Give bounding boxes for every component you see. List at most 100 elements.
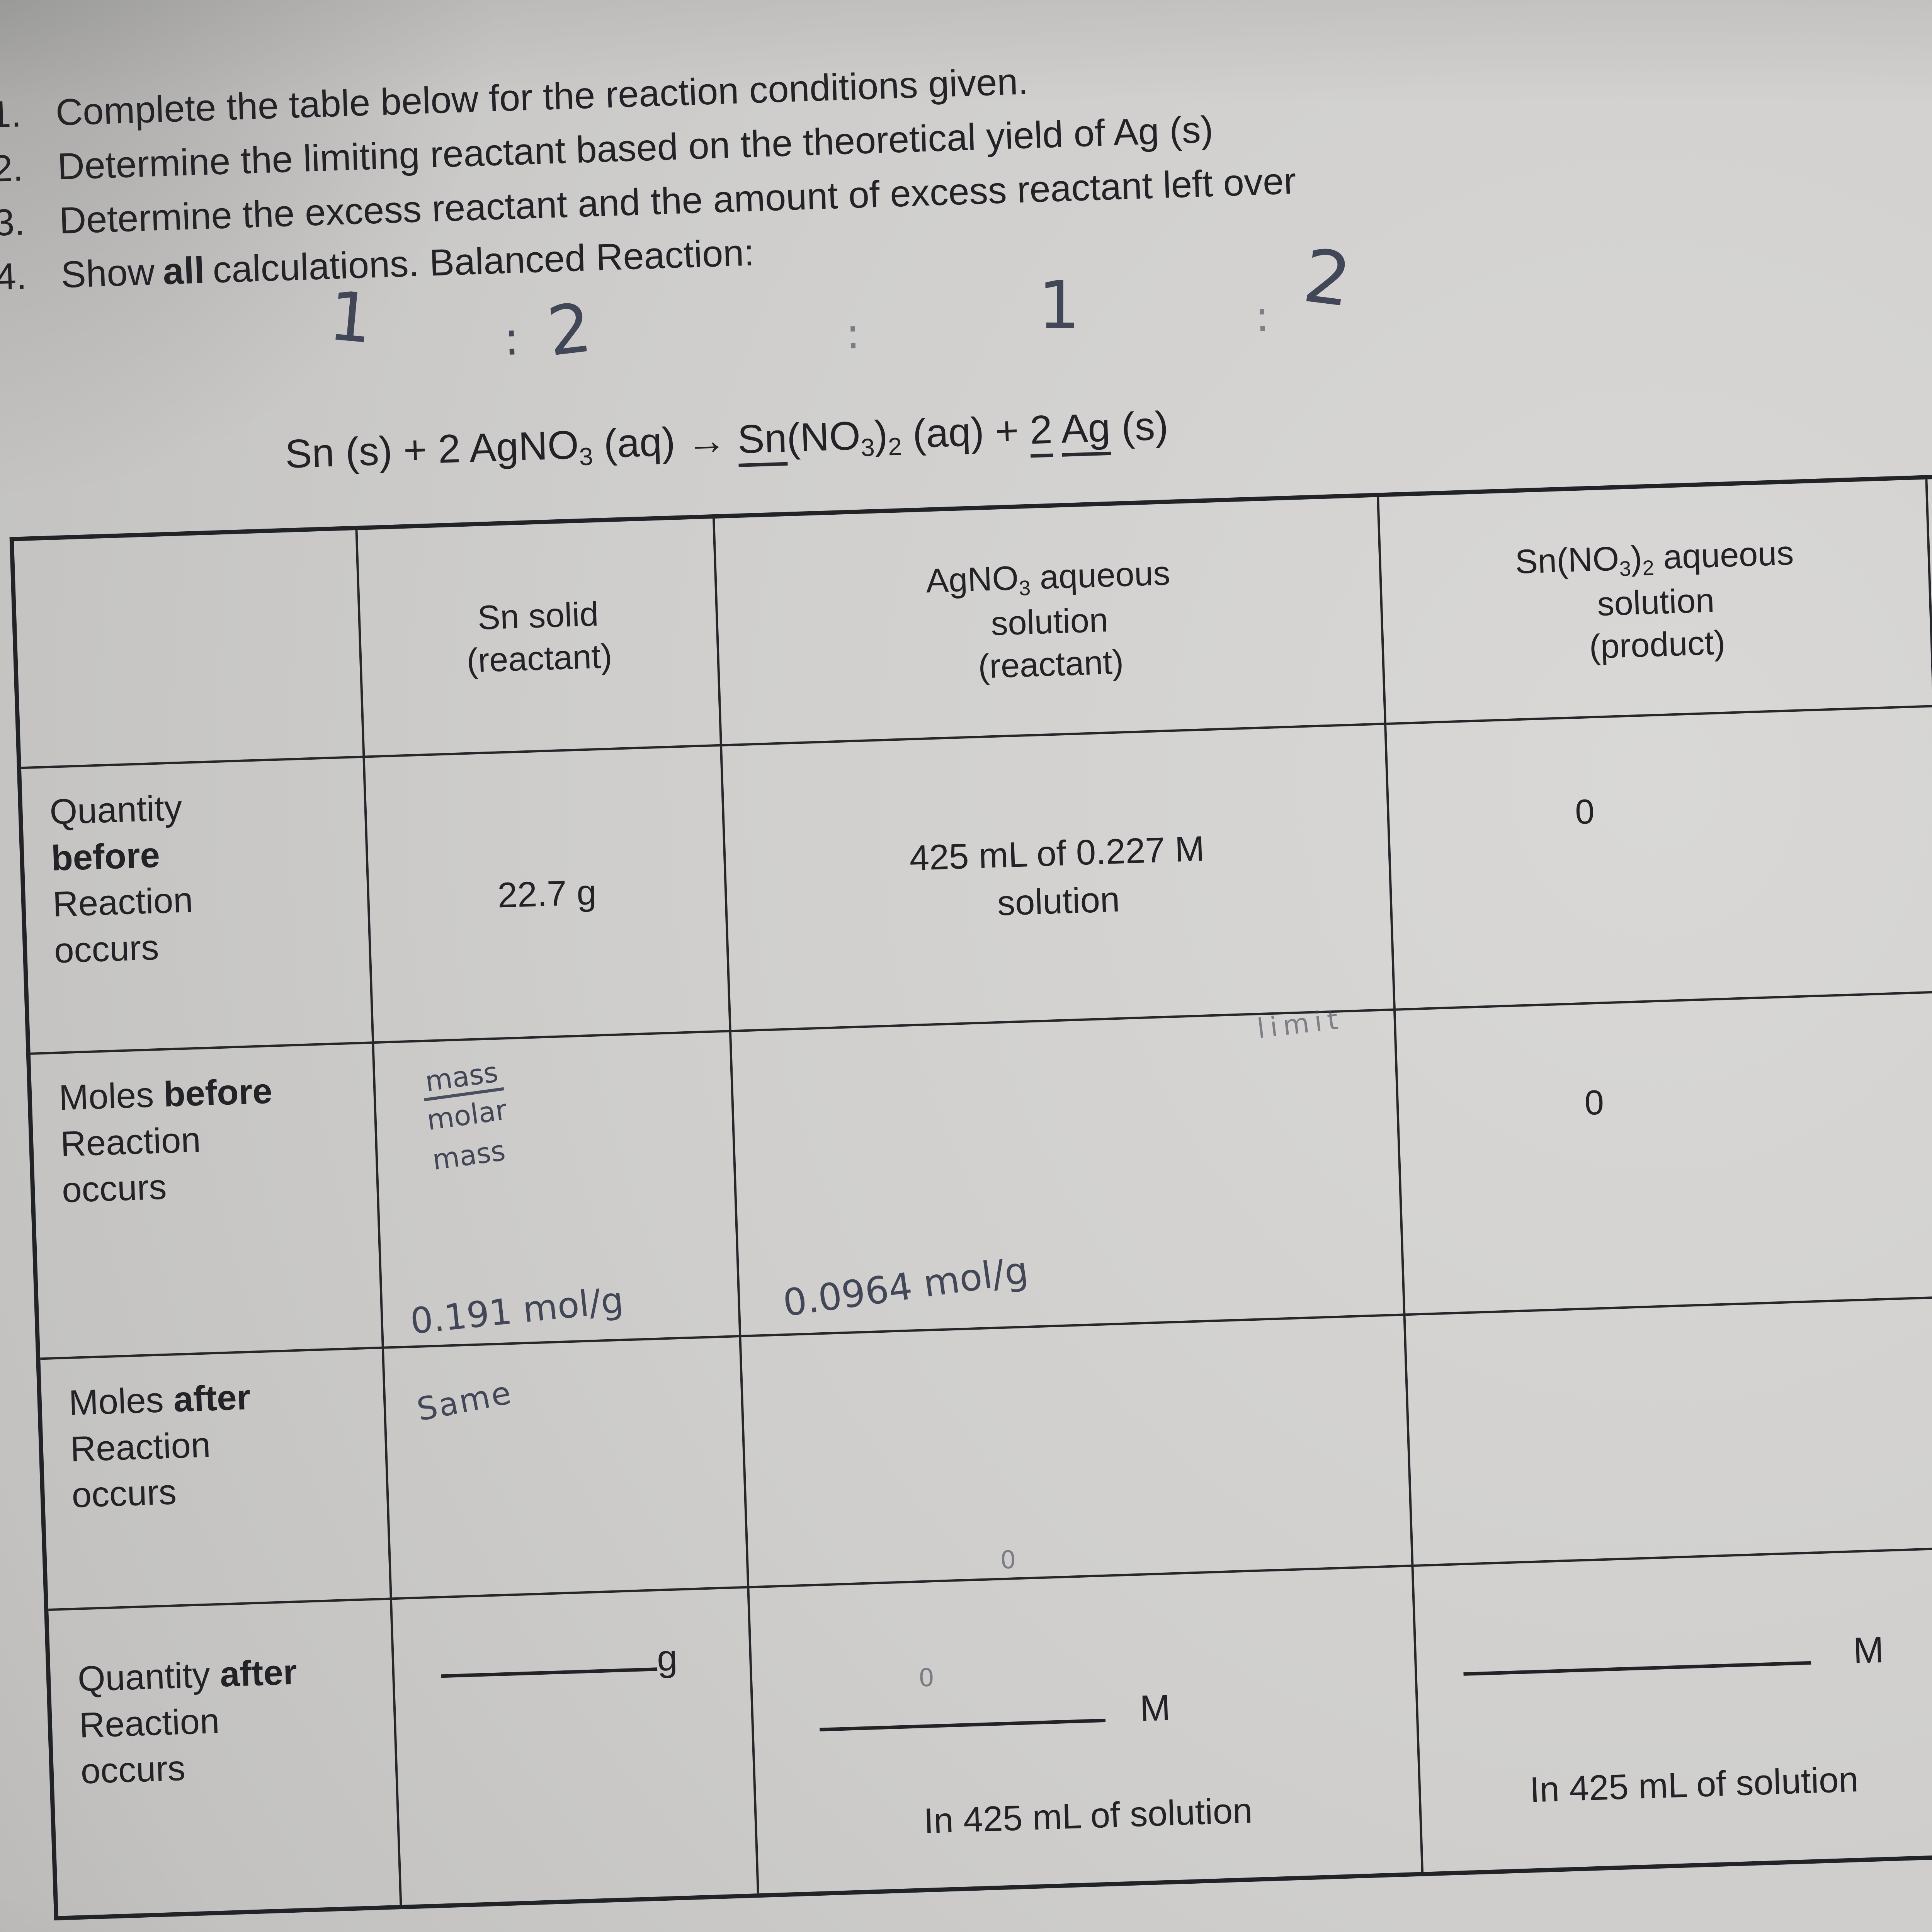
label-line-bold: before xyxy=(163,1071,273,1114)
label-line: Moles xyxy=(58,1075,164,1118)
blank-with-unit: g xyxy=(440,1637,678,1687)
header-snno32-line3: (product) xyxy=(1588,623,1726,666)
handwritten-mass-over-molar-mass: mass molar mass xyxy=(420,1055,515,1177)
handwritten-ratio-colon-3: : xyxy=(1254,291,1270,342)
unit-grams: g xyxy=(656,1637,678,1679)
equation-coefficient-2: 2 xyxy=(1029,407,1053,458)
handwritten-zero-mark: 0 xyxy=(1000,1546,1017,1575)
instruction-1-number: 1. xyxy=(0,92,22,136)
label-line-bold: before xyxy=(50,835,161,878)
row-label-moles-after: Moles after Reaction occurs xyxy=(40,1349,392,1611)
unit-molarity: M xyxy=(1852,1629,1884,1672)
header-snno32-paren: ) xyxy=(1630,538,1643,577)
header-snno32-line2: solution xyxy=(1597,581,1715,623)
header-empty-cell xyxy=(14,530,365,769)
equation-space xyxy=(726,417,738,463)
handwritten-ratio-1: 1 xyxy=(325,277,376,359)
header-snno32-sub1: 3 xyxy=(1619,556,1632,581)
handwritten-ratio-3: 1 xyxy=(1038,267,1080,344)
label-line: occurs xyxy=(80,1748,186,1791)
cell-qty-before-snno32: 0 xyxy=(1386,707,1932,1011)
equation-subscript-2: 3 xyxy=(860,433,875,462)
equation-product-sn: Sn xyxy=(737,415,788,467)
equation-product-ag: Ag xyxy=(1060,405,1111,457)
cell-qty-before-agno3: 425 mL of 0.227 M solution xyxy=(722,725,1396,1032)
handwritten-same: Same xyxy=(414,1374,515,1429)
cell-qty-after-agno3: 0 M In 425 mL of solution xyxy=(749,1566,1424,1894)
blank-with-unit: M xyxy=(819,1687,1171,1740)
label-line: Quantity xyxy=(77,1655,221,1699)
header-agno3: AgNO3 aqueous solution (reactant) xyxy=(714,497,1387,747)
instruction-4: 4. Show all calculations. Balanced Reaction… xyxy=(0,231,755,298)
cell-moles-after-snno32 xyxy=(1405,1298,1932,1567)
label-line: occurs xyxy=(53,927,160,971)
fraction-denominator-word1: molar xyxy=(425,1093,509,1137)
instruction-4-number: 4. xyxy=(0,255,27,298)
equation-state-2: (s) xyxy=(1109,403,1169,450)
label-line: occurs xyxy=(71,1472,177,1515)
header-sn-solid: Sn solid (reactant) xyxy=(357,518,723,758)
handwritten-ratio-colon-2: : xyxy=(845,308,861,359)
in-425-ml-label: In 425 mL of solution xyxy=(923,1791,1253,1841)
handwritten-ratio-colon-1: : xyxy=(503,312,520,366)
instruction-4-text-pre: Show xyxy=(60,250,156,296)
handwritten-moles-agno3: 0.0964 mol/g xyxy=(780,1248,1031,1325)
fraction-denominator: molar mass xyxy=(424,1087,515,1177)
cell-moles-after-sn: Same xyxy=(384,1337,750,1600)
instruction-2-number: 2. xyxy=(0,146,24,190)
header-sn-line1: Sn solid xyxy=(477,594,599,637)
equation-subscript: 3 xyxy=(578,442,594,471)
value-sn-mass: 22.7 g xyxy=(497,872,597,915)
blank-with-unit: M xyxy=(1463,1629,1884,1685)
fraction-denominator-word2: mass xyxy=(430,1134,507,1177)
cell-qty-before-sn: 22.7 g xyxy=(365,746,731,1044)
value-zero: 0 xyxy=(1574,792,1595,832)
blank-line xyxy=(820,1718,1106,1731)
equation-subscript-3: 2 xyxy=(888,432,903,461)
handwritten-moles-sn: 0.191 mol/g xyxy=(408,1279,626,1342)
label-line-bold: after xyxy=(173,1377,251,1420)
header-snno32-sub2: 2 xyxy=(1642,556,1655,580)
value-agno3-volume-line2: solution xyxy=(997,879,1121,923)
header-agno3-aqueous: aqueous xyxy=(1029,553,1171,597)
label-line-bold: after xyxy=(219,1652,298,1694)
blank-line xyxy=(441,1667,658,1678)
handwritten-ratio-2: 2 xyxy=(543,288,596,372)
header-snno32-formula: Sn(NO xyxy=(1514,539,1620,581)
equation-plus: (aq) + xyxy=(901,408,1031,457)
instruction-4-text-bold: all xyxy=(162,249,206,293)
value-zero: 0 xyxy=(1584,1083,1605,1122)
equation-state: (aq) xyxy=(592,419,687,467)
header-agno3-line1: AgNO3 aqueous xyxy=(925,552,1171,605)
header-snno32-aqueous: aqueous xyxy=(1653,533,1794,577)
cell-qty-after-snno32: M In 425 mL of solution xyxy=(1413,1549,1932,1872)
cell-qty-after-sn: g xyxy=(392,1588,759,1905)
label-line: occurs xyxy=(61,1167,167,1210)
header-snno32: Sn(NO3)2 aqueous solution (product) xyxy=(1379,479,1932,725)
equation-paren: ) xyxy=(873,412,889,458)
row-label-quantity-after: Quantity after Reaction occurs xyxy=(48,1600,402,1916)
header-agno3-line3: (reactant) xyxy=(977,643,1124,686)
label-line: Moles xyxy=(68,1380,174,1423)
value-agno3-volume: 425 mL of 0.227 M xyxy=(909,829,1205,878)
row-label-quantity-before: Quantity before Reaction occurs xyxy=(21,758,374,1055)
balanced-equation: Sn (s) + 2 AgNO3 (aq) → Sn(NO3)2 (aq) + … xyxy=(284,403,1169,481)
equation-reactants: Sn (s) + 2 AgNO xyxy=(284,422,580,477)
cell-moles-after-agno3: 0 xyxy=(741,1316,1414,1588)
cell-moles-before-snno32: 0 xyxy=(1396,993,1932,1316)
cell-moles-before-agno3: limit 0.0964 mol/g xyxy=(731,1003,1406,1337)
unit-molarity: M xyxy=(1139,1687,1171,1729)
instruction-4-text-post: calculations. Balanced Reaction: xyxy=(212,231,755,291)
header-snno32-line1: Sn(NO3)2 aqueous xyxy=(1514,532,1794,586)
handwritten-zero-mark: 0 xyxy=(918,1663,935,1693)
header-sn-line2: (reactant) xyxy=(466,636,613,680)
cell-moles-before-sn: mass molar mass 0.191 mol/g xyxy=(374,1032,742,1349)
stoichiometry-table: Sn solid (reactant) AgNO3 aqueous soluti… xyxy=(9,462,1932,1921)
instruction-3-number: 3. xyxy=(0,201,26,244)
header-agno3-formula: AgNO xyxy=(925,558,1019,600)
in-425-ml-label: In 425 mL of solution xyxy=(1529,1760,1859,1810)
equation-product-no: (NO xyxy=(786,413,861,461)
arrow-icon: → xyxy=(685,417,728,464)
